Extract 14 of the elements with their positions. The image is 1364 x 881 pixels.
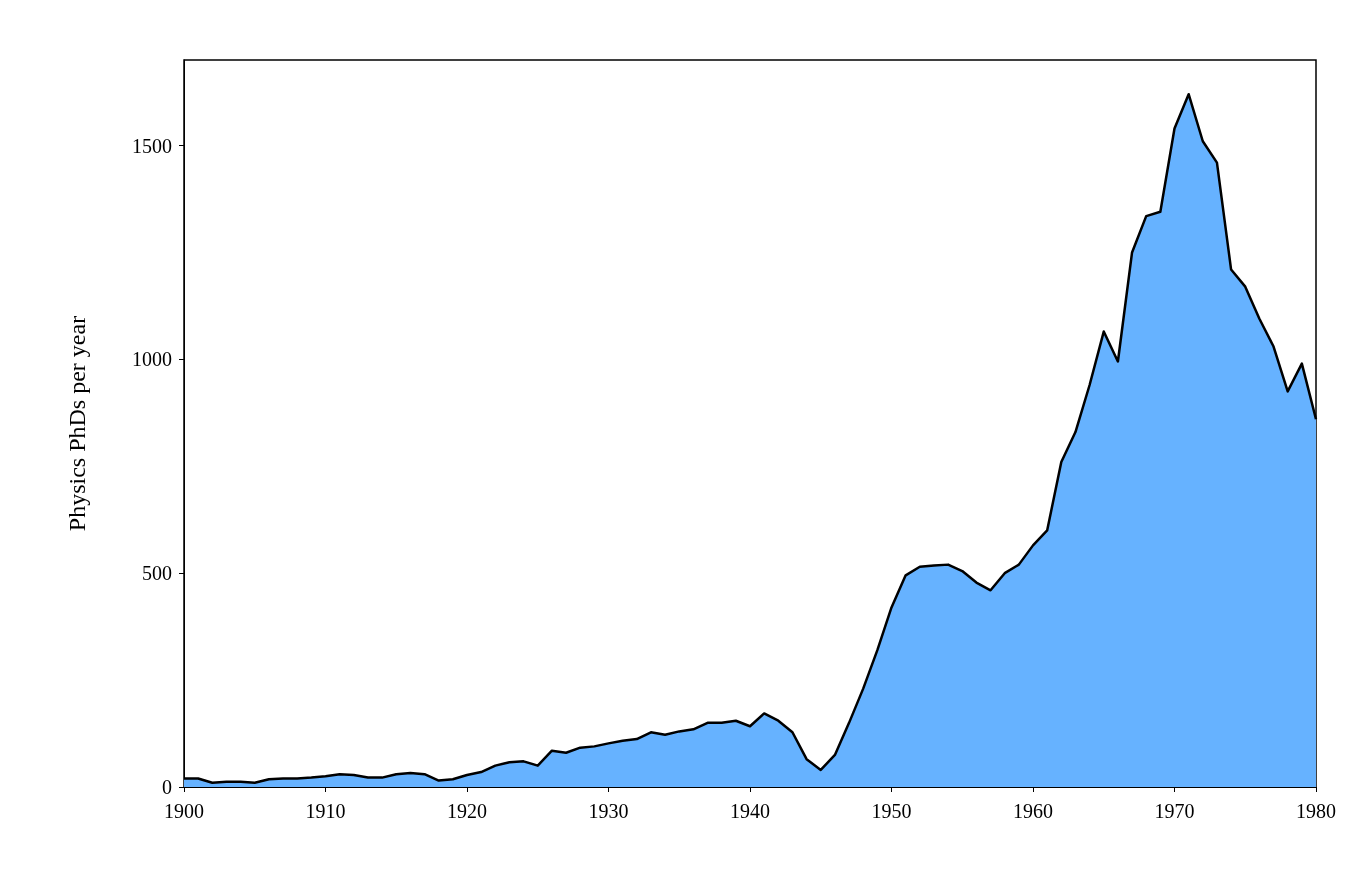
x-tick-label: 1900 bbox=[164, 800, 204, 822]
y-tick-label: 1500 bbox=[132, 134, 172, 157]
x-tick-label: 1940 bbox=[730, 800, 770, 822]
x-tick-label: 1910 bbox=[305, 800, 346, 822]
x-tick-label: 1980 bbox=[1296, 800, 1336, 822]
x-tick-label: 1930 bbox=[588, 800, 629, 822]
x-tick-label: 1970 bbox=[1154, 800, 1195, 822]
x-tick-label: 1920 bbox=[447, 800, 487, 822]
y-axis-title: Physics PhDs per year bbox=[64, 315, 90, 532]
y-tick-label: 1000 bbox=[132, 348, 172, 371]
y-tick-label: 0 bbox=[162, 776, 172, 798]
y-tick-label: 500 bbox=[142, 562, 172, 585]
x-tick-label: 1960 bbox=[1013, 800, 1053, 822]
x-tick-label: 1950 bbox=[871, 800, 912, 822]
